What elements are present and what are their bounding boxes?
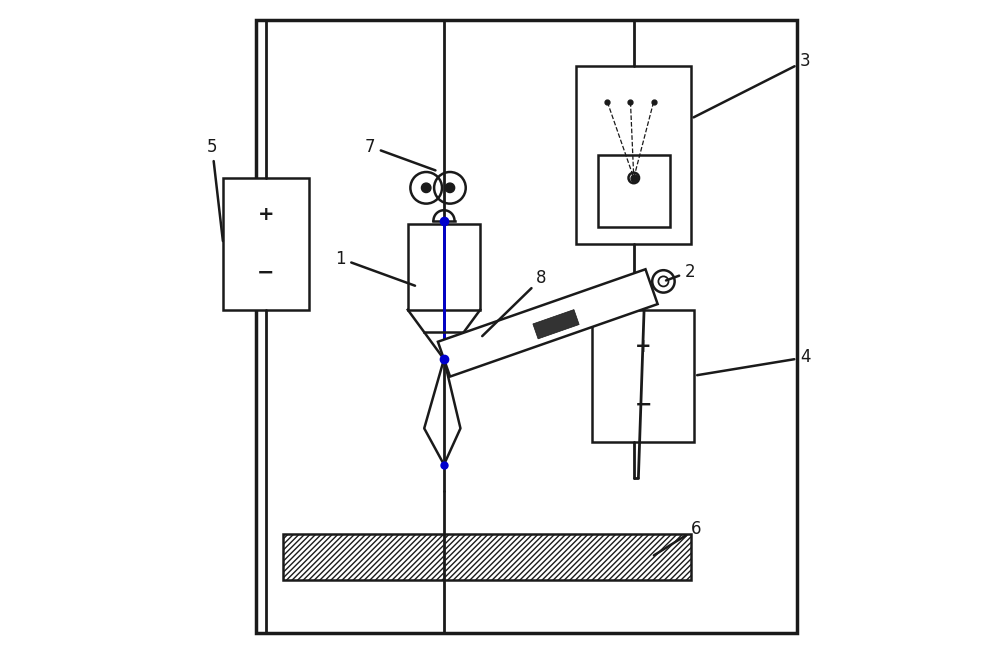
Bar xyxy=(598,155,670,227)
Text: 7: 7 xyxy=(365,138,435,171)
Polygon shape xyxy=(438,270,658,376)
Text: −: − xyxy=(635,395,652,415)
Bar xyxy=(408,224,480,310)
Text: 5: 5 xyxy=(207,138,223,241)
Text: 6: 6 xyxy=(654,520,702,556)
Text: 1: 1 xyxy=(335,250,415,286)
Text: 4: 4 xyxy=(697,349,810,375)
Bar xyxy=(223,178,309,310)
Text: −: − xyxy=(257,263,275,283)
Circle shape xyxy=(445,183,455,192)
Text: +: + xyxy=(635,337,652,356)
Text: 2: 2 xyxy=(666,263,695,281)
Bar xyxy=(283,534,691,580)
Bar xyxy=(592,310,694,442)
Text: 8: 8 xyxy=(482,270,547,336)
Bar xyxy=(533,310,579,339)
Text: 3: 3 xyxy=(694,52,810,117)
Text: +: + xyxy=(258,206,274,224)
Bar xyxy=(576,66,691,244)
Bar xyxy=(256,20,797,633)
Circle shape xyxy=(421,183,431,192)
